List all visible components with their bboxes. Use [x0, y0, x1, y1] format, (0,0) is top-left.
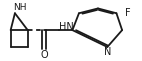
Text: N: N	[104, 47, 111, 57]
Text: O: O	[40, 50, 48, 60]
Text: NH: NH	[13, 3, 27, 12]
Text: HN: HN	[59, 21, 74, 31]
Text: F: F	[125, 8, 131, 18]
